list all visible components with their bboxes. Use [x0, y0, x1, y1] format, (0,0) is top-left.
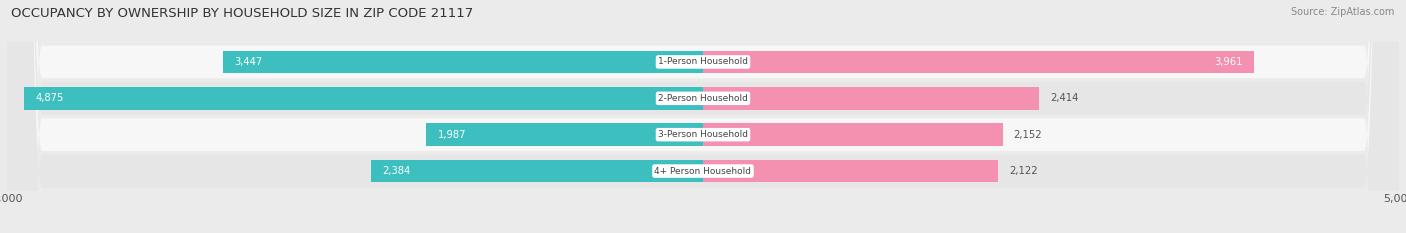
FancyBboxPatch shape: [7, 0, 1399, 233]
Bar: [224, 51, 703, 73]
Text: 1-Person Household: 1-Person Household: [658, 58, 748, 66]
Text: 4,875: 4,875: [35, 93, 63, 103]
Text: 3,447: 3,447: [235, 57, 263, 67]
Bar: [703, 160, 998, 182]
FancyBboxPatch shape: [7, 0, 1399, 233]
Bar: [703, 51, 1254, 73]
Bar: [703, 123, 1002, 146]
Text: 2,122: 2,122: [1010, 166, 1038, 176]
Text: 2,414: 2,414: [1050, 93, 1078, 103]
Bar: [426, 123, 703, 146]
Text: 3,961: 3,961: [1215, 57, 1243, 67]
Text: 2,152: 2,152: [1014, 130, 1042, 140]
Bar: [371, 160, 703, 182]
Bar: [24, 87, 703, 110]
Text: OCCUPANCY BY OWNERSHIP BY HOUSEHOLD SIZE IN ZIP CODE 21117: OCCUPANCY BY OWNERSHIP BY HOUSEHOLD SIZE…: [11, 7, 474, 20]
Text: 4+ Person Household: 4+ Person Household: [655, 167, 751, 175]
Text: Source: ZipAtlas.com: Source: ZipAtlas.com: [1291, 7, 1395, 17]
Bar: [703, 87, 1039, 110]
FancyBboxPatch shape: [7, 0, 1399, 233]
Text: 2,384: 2,384: [382, 166, 411, 176]
Text: 3-Person Household: 3-Person Household: [658, 130, 748, 139]
FancyBboxPatch shape: [7, 0, 1399, 233]
Text: 2-Person Household: 2-Person Household: [658, 94, 748, 103]
Text: 1,987: 1,987: [437, 130, 465, 140]
